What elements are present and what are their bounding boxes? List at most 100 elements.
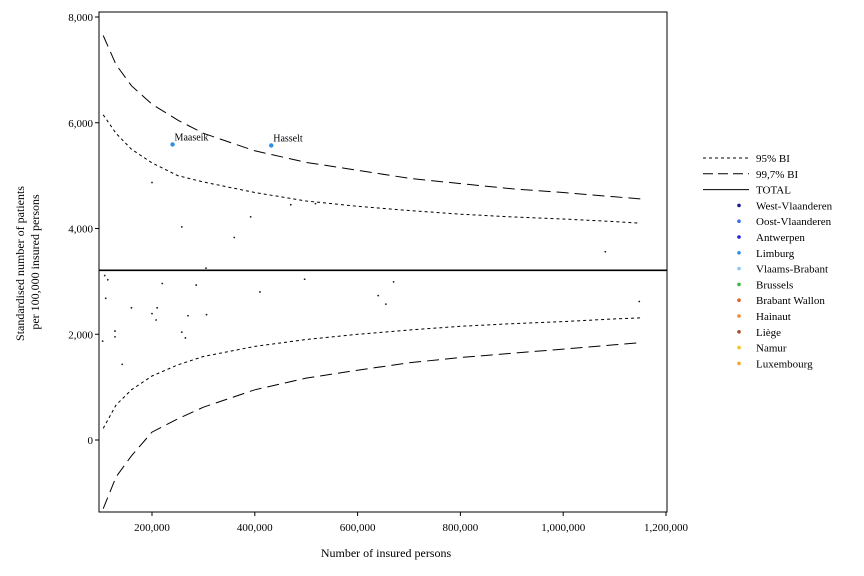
y-tick-label: 8,000	[68, 12, 93, 24]
legend-dot-swatch	[737, 266, 741, 271]
legend-label: Liège	[756, 327, 781, 339]
y-axis-title-line-2: per 100,000 insured persons	[28, 194, 42, 330]
legend-item: Luxembourg	[737, 358, 813, 370]
legend-dot-swatch	[737, 345, 741, 350]
legend-label: Namur	[756, 343, 787, 355]
data-point	[130, 306, 133, 309]
data-point	[184, 337, 187, 339]
data-points	[101, 181, 641, 366]
x-tick-label: 1,000,000	[541, 522, 586, 534]
y-tick-label: 2,000	[68, 329, 93, 341]
legend-dot-swatch	[737, 235, 741, 239]
legend-dot-swatch	[737, 251, 741, 255]
data-point	[180, 226, 183, 228]
legend-label: Brussels	[756, 279, 793, 291]
data-point	[205, 313, 208, 316]
data-point	[180, 331, 183, 334]
data-point	[259, 291, 261, 293]
legend-label: TOTAL	[756, 185, 791, 197]
legend-item: Liège	[737, 327, 781, 339]
legend-item: Antwerpen	[737, 232, 805, 244]
data-point	[103, 274, 106, 277]
legend-label: Vlaams-Brabant	[756, 264, 828, 276]
legend-dot-swatch	[737, 330, 741, 334]
legend-label: Hainaut	[756, 311, 791, 323]
legend-dot-swatch	[737, 203, 741, 208]
data-point	[638, 300, 641, 303]
labeled-point	[269, 143, 274, 148]
x-axis: 200,000 400,000 600,000 800,000 1,000,000 1,2…	[134, 512, 689, 534]
legend-item: Oost-Vlaanderen	[737, 216, 832, 228]
point-label: Maaseik	[175, 132, 209, 143]
legend-item: 99,7% BI	[703, 169, 799, 181]
data-point	[249, 215, 252, 218]
legend-label: Luxembourg	[756, 358, 813, 370]
data-point	[392, 281, 395, 283]
data-point	[101, 340, 104, 343]
legend-item: 95% BI	[703, 153, 790, 165]
legend-dot-swatch	[737, 282, 741, 287]
y-axis-title: Standardised number of patients per 100,…	[13, 183, 42, 341]
data-point	[121, 363, 124, 366]
data-point	[151, 181, 153, 184]
legend-dot-swatch	[737, 361, 741, 366]
data-point	[156, 306, 159, 309]
legend-item: Namur	[737, 343, 787, 355]
data-point	[233, 236, 236, 239]
data-point	[604, 250, 607, 253]
legend-label: Oost-Vlaanderen	[756, 216, 832, 228]
x-axis-title: Number of insured persons	[321, 546, 452, 560]
labeled-points: Maaseik Hasselt	[170, 132, 303, 148]
confidence-interval-lines	[102, 35, 641, 509]
x-tick-label: 400,000	[237, 522, 273, 534]
data-point	[195, 284, 198, 286]
legend: 95% BI 99,7% BI TOTAL West-Vlaanderen Oost-V…	[703, 153, 833, 370]
data-point	[161, 282, 164, 285]
legend-item: Vlaams-Brabant	[737, 264, 828, 276]
labeled-point	[170, 142, 175, 147]
data-point	[205, 267, 207, 270]
data-point	[314, 202, 317, 205]
data-point	[114, 335, 116, 338]
data-point	[384, 303, 387, 306]
data-point	[377, 294, 380, 297]
legend-dot-swatch	[737, 219, 741, 223]
data-point	[151, 312, 153, 315]
data-point	[114, 330, 116, 332]
legend-label: Brabant Wallon	[756, 295, 825, 307]
legend-label: Antwerpen	[756, 232, 805, 244]
point-label: Hasselt	[273, 133, 303, 144]
y-tick-label: 4,000	[68, 224, 93, 236]
legend-item: Hainaut	[737, 311, 791, 323]
legend-dot-swatch	[737, 314, 741, 318]
legend-label: 95% BI	[756, 153, 790, 165]
y-axis-title-line-1: Standardised number of patients	[13, 186, 27, 341]
data-point	[187, 314, 189, 317]
ci-95-upper-line	[102, 114, 641, 224]
y-tick-label: 0	[88, 435, 94, 447]
data-point	[104, 297, 107, 300]
ci-997-lower-line	[102, 342, 641, 509]
y-tick-label: 6,000	[68, 118, 93, 130]
data-point	[289, 203, 292, 206]
legend-item: West-Vlaanderen	[737, 200, 833, 212]
plot-frame	[98, 11, 668, 513]
legend-label: Limburg	[756, 248, 795, 260]
legend-item: Brussels	[737, 279, 793, 291]
data-point	[303, 278, 306, 281]
legend-label: 99,7% BI	[756, 169, 799, 181]
legend-item: TOTAL	[703, 185, 791, 197]
x-tick-label: 600,000	[340, 522, 376, 534]
legend-item: Limburg	[737, 248, 795, 260]
data-point	[106, 278, 109, 281]
legend-item: Brabant Wallon	[737, 295, 825, 307]
ci-997-upper-line	[102, 35, 641, 200]
ci-95-lower-line	[102, 317, 641, 429]
x-tick-label: 200,000	[134, 522, 170, 534]
y-axis: 0 2,000 4,000 6,000 8,000	[68, 12, 99, 447]
x-tick-label: 800,000	[443, 522, 479, 534]
data-point	[155, 319, 158, 321]
legend-label: West-Vlaanderen	[756, 200, 833, 212]
legend-dot-swatch	[737, 298, 741, 303]
